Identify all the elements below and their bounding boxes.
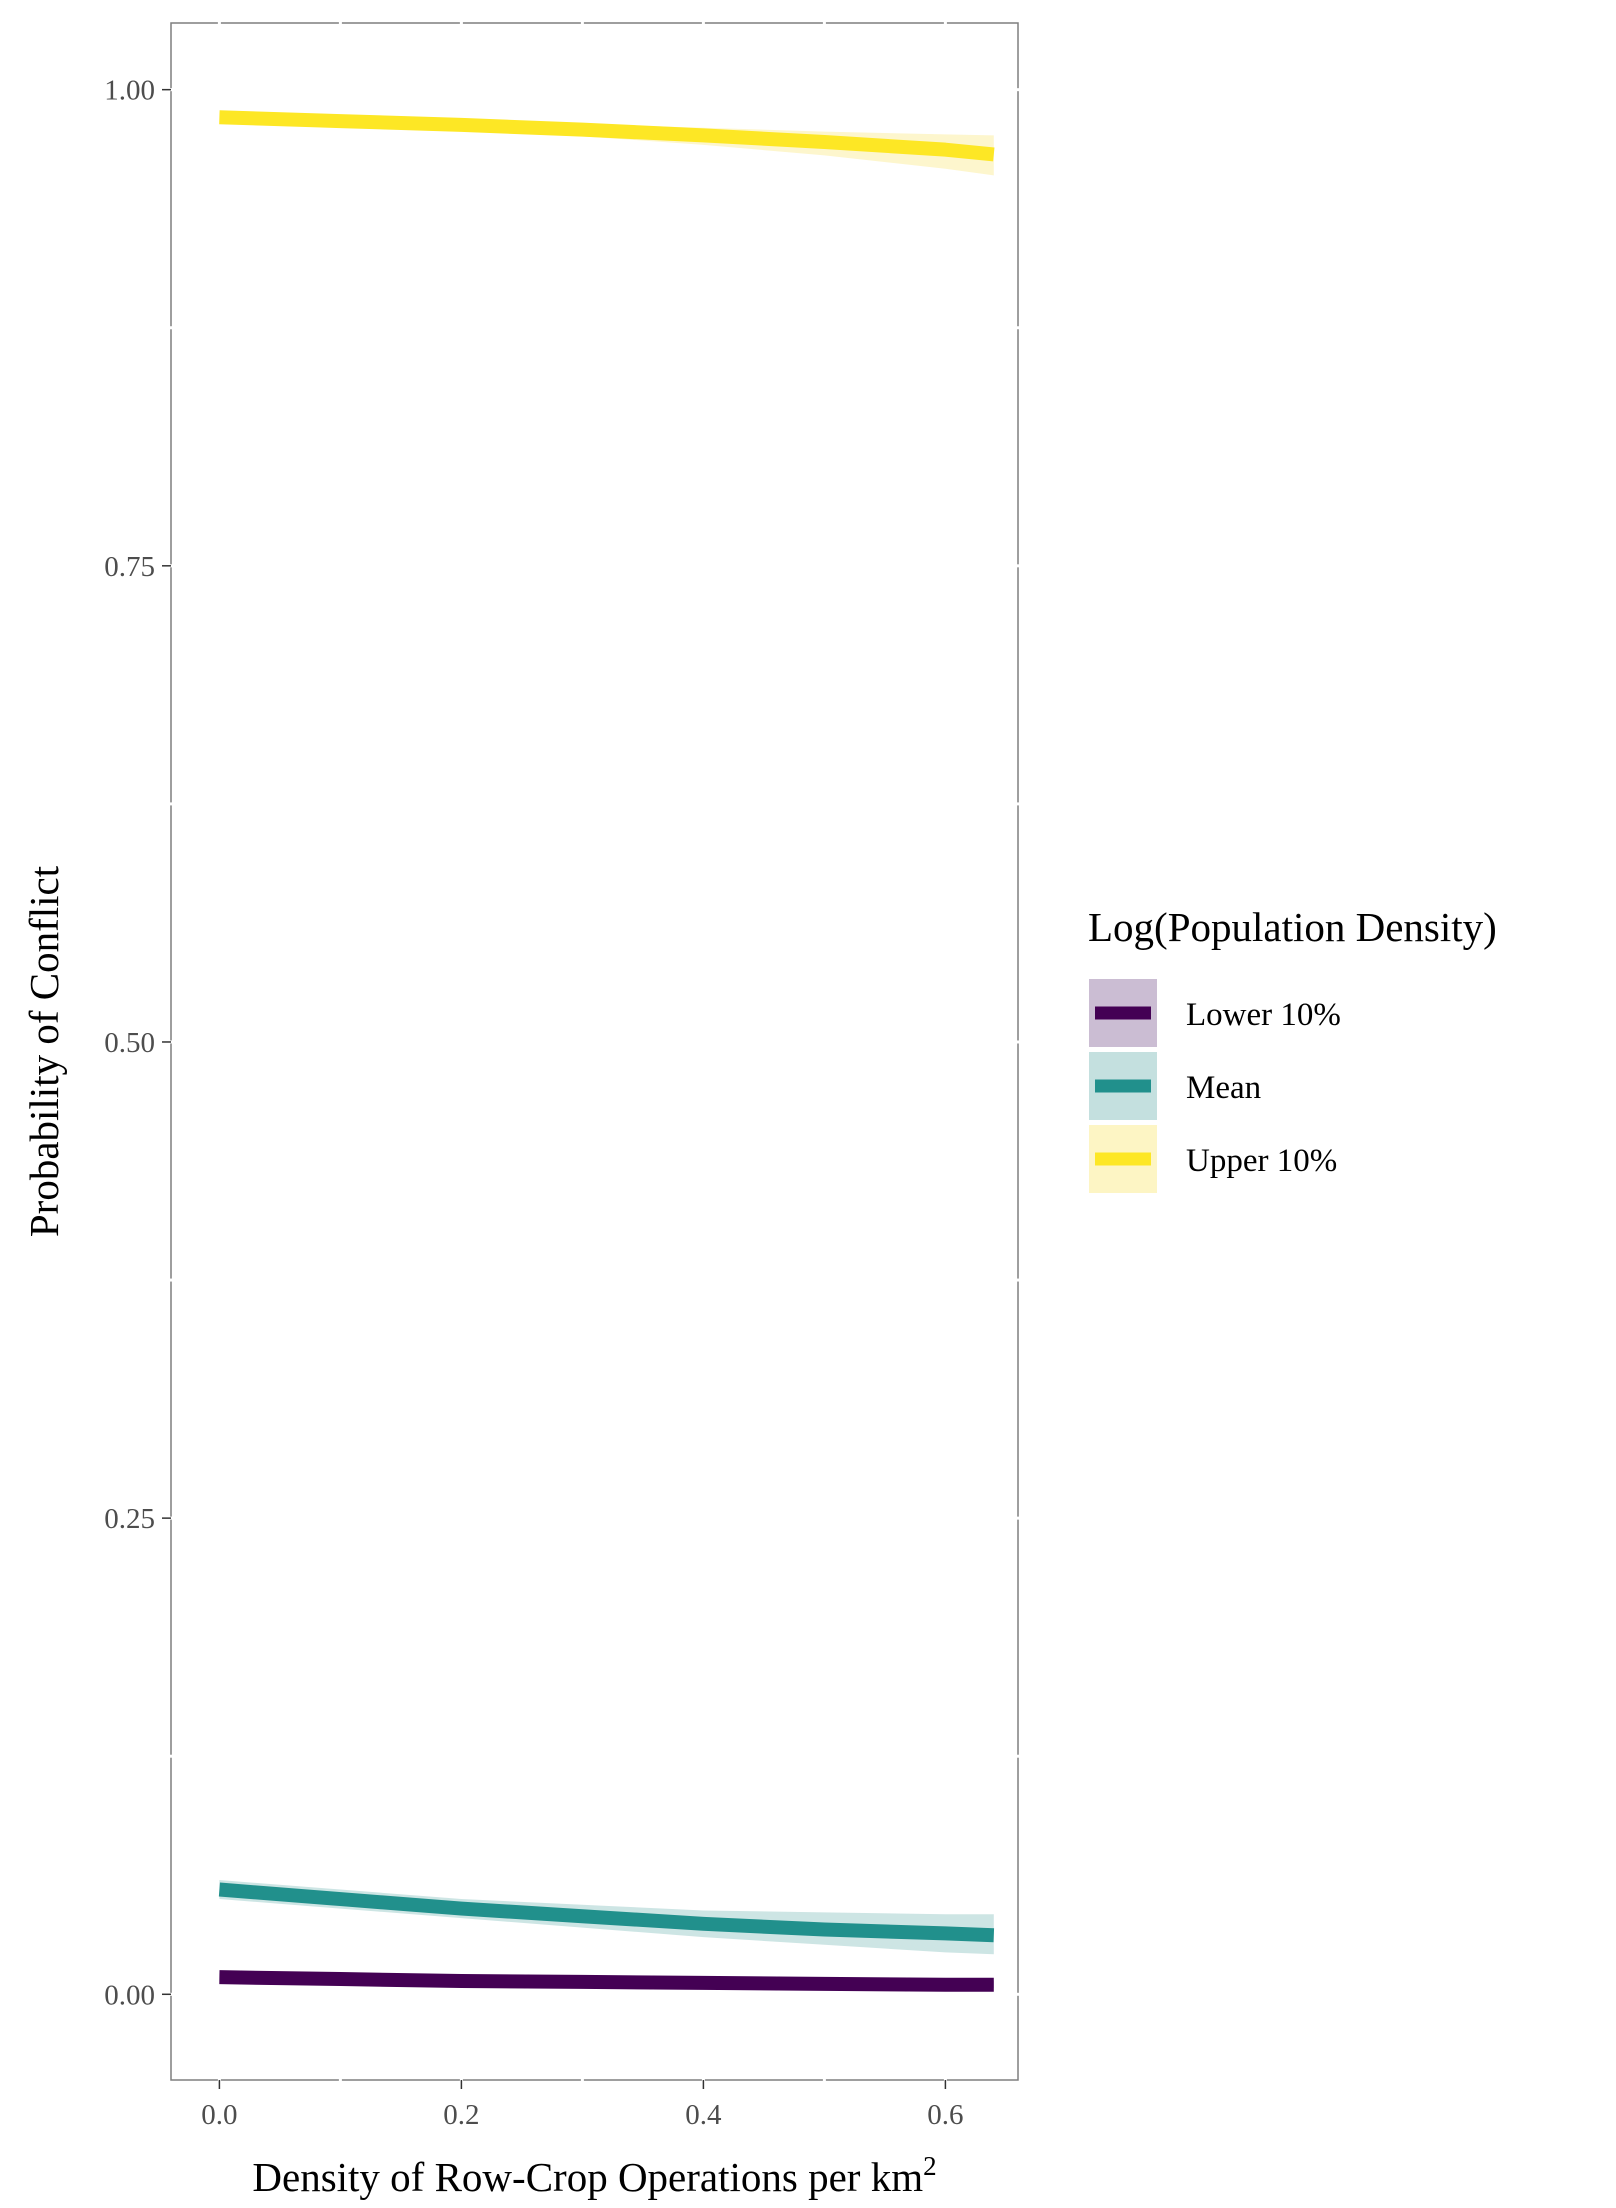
x-axis: 0.0 0.2 0.4 0.6 — [201, 2080, 964, 2131]
x-tick-label: 0.0 — [201, 2099, 237, 2131]
line-mean — [218, 1882, 995, 1943]
line-upper-10 — [219, 110, 995, 162]
legend-title: Log(Population Density) — [1088, 904, 1497, 950]
series-lines — [218, 110, 995, 1992]
x-tick-label: 0.4 — [685, 2099, 722, 2131]
legend-items: Lower 10% Mean Upper 10% — [1087, 977, 1341, 1195]
legend: Log(Population Density) Lower 10% Mean Upp… — [1087, 904, 1497, 1195]
legend-label-upper-10: Upper 10% — [1186, 1143, 1337, 1179]
x-axis-title: Density of Row-Crop Operations per km2 — [252, 2151, 936, 2200]
x-tick-label: 0.6 — [927, 2099, 963, 2131]
x-axis-title-superscript: 2 — [923, 2151, 937, 2181]
y-tick-label: 1.00 — [104, 75, 155, 107]
y-tick-label: 0.50 — [104, 1027, 155, 1059]
y-axis: 0.00 0.25 0.50 0.75 1.00 — [104, 75, 171, 2011]
y-axis-title: Probability of Conflict — [21, 865, 67, 1237]
legend-label-mean: Mean — [1186, 1070, 1261, 1106]
y-tick-label: 0.25 — [104, 1503, 155, 1535]
x-axis-title-text: Density of Row-Crop Operations per km — [252, 2154, 923, 2200]
panel-grid-marks — [170, 22, 1019, 2081]
legend-label-lower-10: Lower 10% — [1186, 997, 1341, 1033]
y-tick-label: 0.00 — [104, 1979, 155, 2011]
line-lower-10 — [219, 1970, 994, 1992]
y-tick-label: 0.75 — [104, 551, 155, 583]
plot-panel-border — [170, 22, 1019, 2081]
x-tick-label: 0.2 — [443, 2099, 479, 2131]
